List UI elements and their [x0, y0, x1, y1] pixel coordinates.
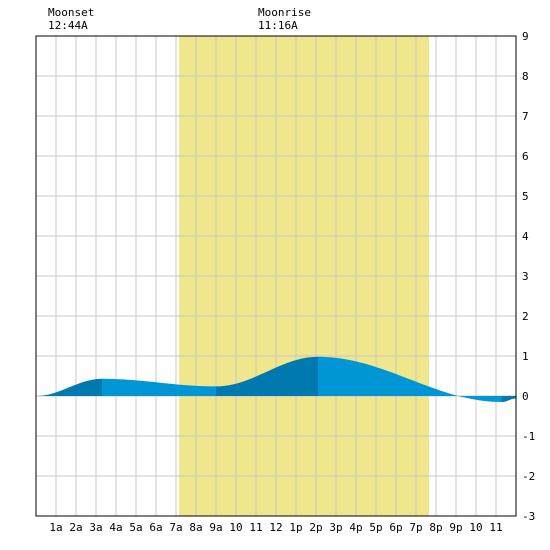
y-tick-label: 6 [522, 150, 529, 163]
x-tick-label: 5p [369, 521, 382, 534]
x-tick-label: 7a [169, 521, 182, 534]
x-tick-label: 1a [49, 521, 62, 534]
y-tick-label: 3 [522, 270, 529, 283]
x-tick-label: 8p [429, 521, 442, 534]
y-tick-label: 9 [522, 30, 529, 43]
plot-frame [35, 35, 517, 517]
y-tick-label: 5 [522, 190, 529, 203]
tide-rising-segment [216, 356, 318, 396]
x-tick-label: 1p [289, 521, 302, 534]
tide-falling-segment [102, 378, 216, 396]
x-tick-label: 11 [489, 521, 502, 534]
x-tick-label: 9a [209, 521, 222, 534]
x-tick-label: 3a [89, 521, 102, 534]
y-tick-label: -1 [522, 430, 535, 443]
moonrise-label: Moonrise [258, 6, 311, 19]
x-tick-label: 10 [469, 521, 482, 534]
y-tick-label: 2 [522, 310, 529, 323]
y-tick-label: 8 [522, 70, 529, 83]
x-tick-label: 3p [329, 521, 342, 534]
x-tick-label: 8a [189, 521, 202, 534]
y-tick-label: -3 [522, 510, 535, 523]
x-tick-label: 11 [249, 521, 262, 534]
y-tick-label: 4 [522, 230, 529, 243]
moonset-time: 12:44A [48, 19, 88, 32]
y-tick-label: -2 [522, 470, 535, 483]
x-tick-label: 10 [229, 521, 242, 534]
moonrise-time: 11:16A [258, 19, 298, 32]
x-tick-label: 4a [109, 521, 122, 534]
tide-rising-segment [502, 396, 516, 402]
tide-rising-segment [36, 378, 102, 396]
x-tick-label: 7p [409, 521, 422, 534]
y-tick-labels: -3 -2 -1 0 1 2 3 4 5 6 7 8 9 [522, 30, 535, 523]
x-tick-label: 6p [389, 521, 402, 534]
x-tick-label: 6a [149, 521, 162, 534]
x-tick-label: 4p [349, 521, 362, 534]
x-tick-label: 9p [449, 521, 462, 534]
x-tick-label: 12 [269, 521, 282, 534]
y-tick-label: 0 [522, 390, 529, 403]
grid-layer [36, 36, 516, 516]
x-tick-label: 2a [69, 521, 82, 534]
tide-falling-segment [318, 356, 502, 402]
moonset-label: Moonset [48, 6, 94, 19]
y-tick-label: 1 [522, 350, 529, 363]
y-tick-label: 7 [522, 110, 529, 123]
x-tick-label: 2p [309, 521, 322, 534]
x-tick-labels: 1a 2a 3a 4a 5a 6a 7a 8a 9a 10 11 12 1p 2p 3p 4p 5p 6p 7p 8p… [49, 521, 502, 534]
tide-area-layer [36, 356, 516, 402]
x-tick-label: 5a [129, 521, 142, 534]
